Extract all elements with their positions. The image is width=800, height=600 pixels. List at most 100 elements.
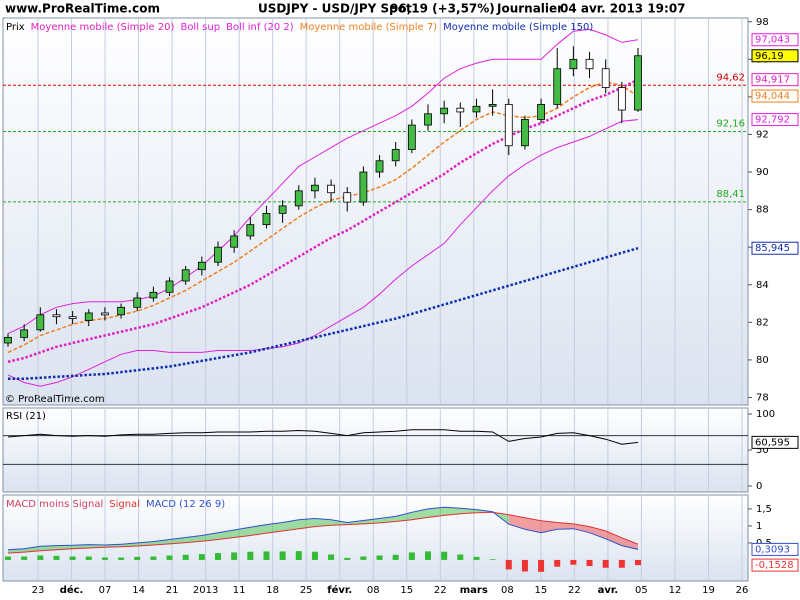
indicator-line (7, 28, 639, 335)
legend-entry: RSI (21) (6, 411, 46, 422)
level-label: 94,62 (716, 72, 745, 83)
y-tick-label: 1,5 (756, 504, 772, 515)
indicator-line (7, 119, 639, 387)
candle-body (20, 329, 29, 338)
last-value-label: 94,917 (755, 75, 790, 86)
histogram-bar (618, 559, 625, 568)
last-value-label: 0,3093 (755, 544, 790, 555)
y-tick-label: 50 (756, 445, 769, 456)
last-value-box (751, 73, 799, 87)
macd-signal-area (331, 519, 348, 526)
y-tick-label: 82 (756, 317, 769, 328)
last-value-box (751, 33, 799, 47)
histogram-bar (408, 552, 415, 560)
chart-title: USDJPY - USD/JPY Spot (258, 2, 412, 16)
histogram-bar (328, 554, 335, 560)
y-tick-label: 98 (756, 17, 769, 28)
macd-signal-area (153, 539, 170, 545)
candle-body (456, 107, 465, 113)
x-tick-label: 12 (669, 585, 682, 596)
candle-body (84, 312, 93, 321)
last-value-box (751, 241, 799, 255)
candle-body (391, 149, 400, 162)
legend-entry: Prix (6, 22, 25, 33)
x-tick-label: 14 (132, 585, 145, 596)
y-tick-label: 0 (756, 481, 762, 492)
histogram-bar (360, 556, 367, 560)
indicator-line (7, 78, 639, 364)
histogram-bar (473, 556, 480, 560)
candle-body (327, 184, 335, 194)
legend-entry: Boll inf (20 2) (226, 22, 294, 33)
histogram-bar (231, 552, 238, 560)
y-tick-label: 90 (756, 167, 769, 178)
histogram-bar (441, 551, 448, 560)
candle-body (36, 314, 45, 331)
x-tick-label: 2013 (193, 585, 218, 596)
last-value-box (751, 558, 799, 572)
x-tick-label: déc. (60, 584, 84, 596)
candle-body (375, 160, 384, 173)
y-tick-label: 80 (756, 355, 769, 366)
x-tick-label: 25 (300, 585, 313, 596)
histogram-bar (538, 559, 545, 572)
x-tick-label: 15 (400, 585, 413, 596)
histogram-bar (635, 559, 641, 566)
histogram-bar (5, 556, 11, 560)
legend-entry: Signal (109, 499, 140, 510)
candle-body (553, 68, 562, 105)
last-value-label: 85,945 (755, 243, 790, 254)
candle-body (617, 87, 626, 111)
candle-body (246, 224, 255, 237)
candle-body (278, 205, 287, 214)
macd-signal-area (314, 518, 332, 527)
candle-body (214, 246, 222, 263)
histogram-bar (150, 556, 157, 560)
macd-signal-area (589, 526, 606, 539)
histogram-bar (505, 559, 512, 570)
macd-signal-area (395, 512, 412, 522)
x-tick-label: 07 (99, 585, 112, 596)
histogram-bar (521, 559, 528, 572)
last-value-label: -0,1528 (755, 560, 794, 571)
y-tick-label: 78 (756, 392, 769, 403)
y-tick-label: 100 (756, 409, 775, 420)
histogram-bar (457, 554, 464, 560)
candle-body (133, 297, 142, 308)
x-tick-label: mars (460, 585, 488, 596)
last-value-label: 97,043 (755, 35, 790, 46)
candle-body (521, 119, 529, 147)
candle-body (424, 113, 432, 126)
last-value-box (751, 542, 799, 556)
candle-body (181, 269, 190, 282)
copyright: © ProRealTime.com (5, 394, 105, 405)
y-tick-label: 1 (756, 521, 762, 532)
candle-body (197, 261, 206, 271)
histogram-bar (247, 551, 254, 560)
legend-entry: Boll sup (180, 22, 220, 33)
candle-body (262, 212, 271, 226)
histogram-bar (263, 551, 270, 560)
indicator-line (7, 506, 639, 551)
histogram-bar (85, 556, 92, 560)
x-tick-label: 11 (233, 585, 246, 596)
histogram-bar (344, 557, 351, 560)
x-tick-label: févr. (327, 584, 352, 596)
legend-entry: MACD (12 26 9) (146, 499, 225, 510)
histogram-bar (586, 559, 593, 567)
x-tick-label: 08 (367, 585, 380, 596)
candle-body (4, 336, 12, 344)
x-tick-label: 22 (434, 585, 447, 596)
x-tick-label: 22 (568, 585, 581, 596)
candle-body (68, 316, 77, 319)
candle-body (537, 104, 545, 120)
candle-body (165, 280, 174, 293)
candle-body (149, 291, 158, 299)
last-value-box (751, 435, 799, 449)
price-panel (2, 17, 749, 406)
last-value-box (751, 113, 799, 127)
datetime: 04 avr. 2013 19:07 (560, 2, 686, 16)
macd-signal-area (557, 522, 574, 530)
histogram-bar (134, 556, 141, 560)
